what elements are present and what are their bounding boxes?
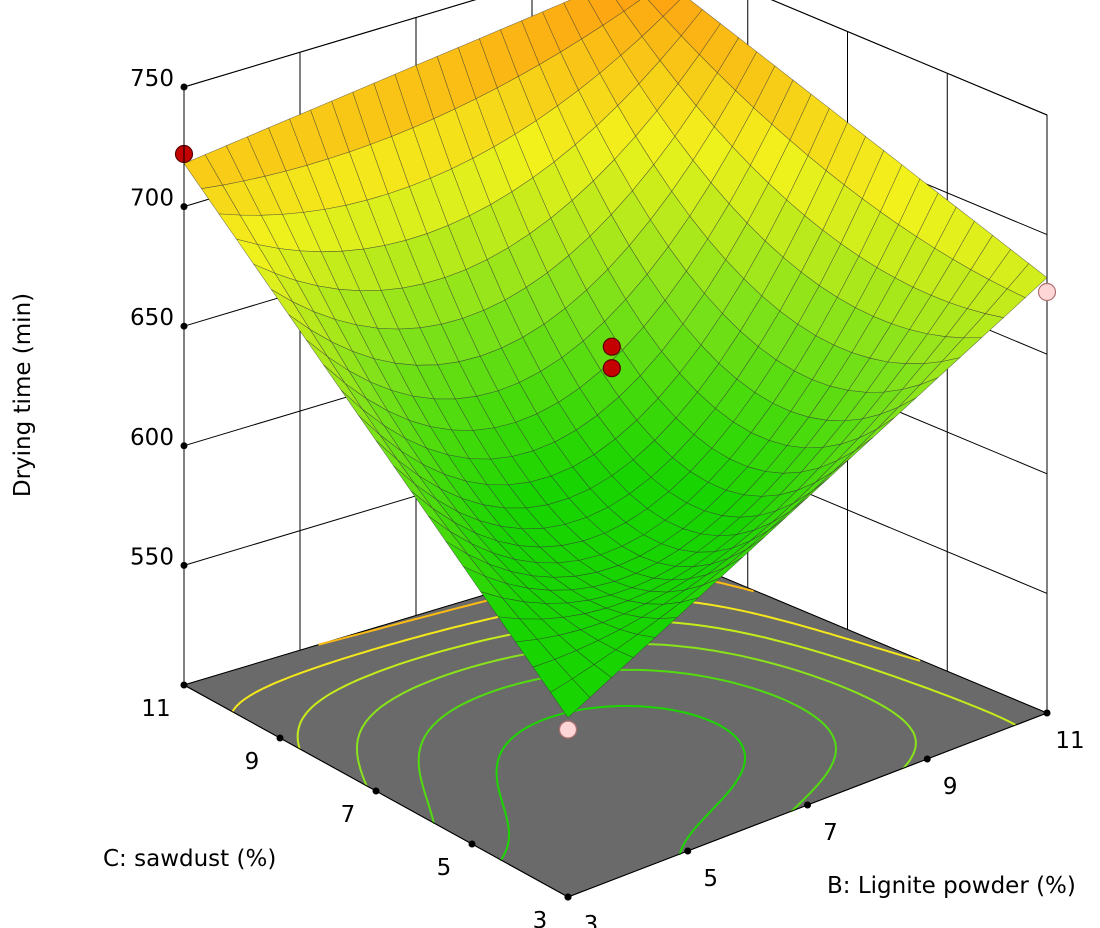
x-tick-dot (804, 801, 811, 809)
x-tick-label: 3 (584, 912, 599, 928)
x-tick-label: 9 (943, 774, 958, 800)
design-point (1037, 282, 1057, 302)
z-tick-label: 750 (130, 66, 174, 92)
z-tick-label: 700 (130, 186, 174, 212)
y-tick-dot (276, 734, 284, 742)
x-tick-label: 11 (1055, 728, 1084, 754)
x-tick-dot (684, 847, 692, 855)
z-tick-dot (180, 83, 188, 91)
y-tick-dot (468, 840, 476, 848)
axes: 550 600 650 700 750 3 5 7 9 11 3 5 7 9 11 (130, 66, 1085, 928)
response-surface (183, 0, 1048, 719)
z-tick-dot (180, 561, 188, 569)
z-tick-label: 600 (130, 425, 174, 451)
y-tick-label: 5 (437, 855, 452, 881)
z-tick-dot (180, 442, 188, 450)
x-tick-dot (1043, 709, 1051, 717)
y-axis-title: C: sawdust (%) (103, 846, 276, 872)
design-points (174, 144, 1057, 739)
y-tick-label: 3 (533, 908, 548, 928)
z-tick-dot (180, 203, 188, 211)
z-tick-label: 650 (130, 305, 174, 331)
y-tick-dot (180, 681, 188, 689)
contour-line (495, 704, 746, 861)
y-tick-dot (372, 787, 380, 795)
y-tick-label: 11 (141, 696, 170, 722)
y-tick-label: 9 (245, 749, 260, 775)
x-tick-label: 7 (823, 820, 838, 846)
x-axis-title: B: Lignite powder (%) (827, 873, 1076, 899)
surface-facet (550, 678, 591, 719)
y-tick-label: 7 (341, 802, 356, 828)
design-point (558, 720, 578, 739)
x-tick-dot (564, 893, 572, 901)
wall-gridline (183, 0, 1048, 116)
x-tick-dot (923, 755, 931, 763)
z-tick-dot (180, 322, 188, 330)
design-point (602, 359, 621, 378)
design-point (602, 337, 621, 356)
x-tick-label: 5 (703, 866, 718, 892)
z-tick-label: 550 (130, 544, 174, 570)
z-axis-title: Drying time (min) (10, 293, 36, 497)
